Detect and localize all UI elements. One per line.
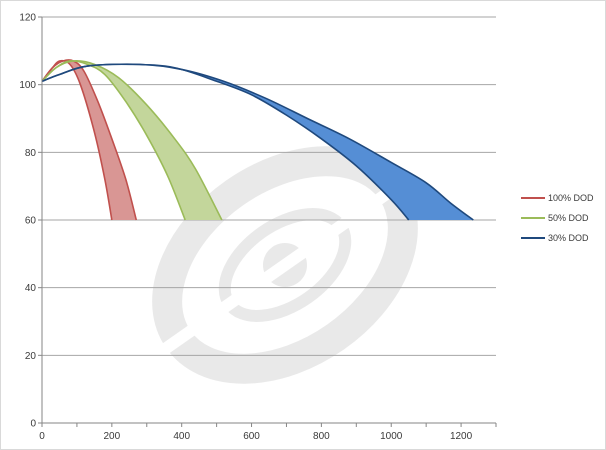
- legend-label: 50% DOD: [548, 213, 589, 223]
- watermark-logo: [150, 146, 420, 384]
- series-1: [41, 59, 138, 221]
- x-tick-label: 600: [243, 431, 260, 442]
- x-tick-label: 200: [104, 431, 121, 442]
- series-layer: [41, 59, 474, 221]
- legend-label: 100% DOD: [548, 193, 594, 203]
- series-upper-line: [41, 63, 474, 221]
- legend-item: 50% DOD: [521, 213, 589, 223]
- series-band-fill: [42, 59, 137, 221]
- legend-item: 30% DOD: [521, 233, 589, 243]
- y-tick-label: 60: [25, 216, 37, 227]
- x-tick-label: 1200: [450, 431, 473, 442]
- legend-item: 100% DOD: [521, 193, 594, 203]
- series-2: [41, 60, 223, 221]
- series-3: [41, 63, 474, 221]
- y-tick-label: 40: [25, 283, 37, 294]
- x-tick-label: 0: [39, 431, 45, 442]
- legend: 100% DOD 50% DOD 30% DOD: [521, 193, 594, 243]
- series-band-fill: [42, 60, 222, 221]
- y-tick-label: 120: [19, 13, 36, 24]
- series-upper-line: [41, 60, 223, 221]
- x-tick-label: 1000: [380, 431, 403, 442]
- series-upper-line: [41, 59, 138, 221]
- y-tick-label: 100: [19, 80, 36, 91]
- x-tick-label: 400: [173, 431, 190, 442]
- y-tick-label: 80: [25, 148, 37, 159]
- legend-label: 30% DOD: [548, 233, 589, 243]
- y-tick-label: 0: [30, 419, 36, 430]
- x-tick-label: 800: [313, 431, 330, 442]
- y-tick-label: 20: [25, 351, 37, 362]
